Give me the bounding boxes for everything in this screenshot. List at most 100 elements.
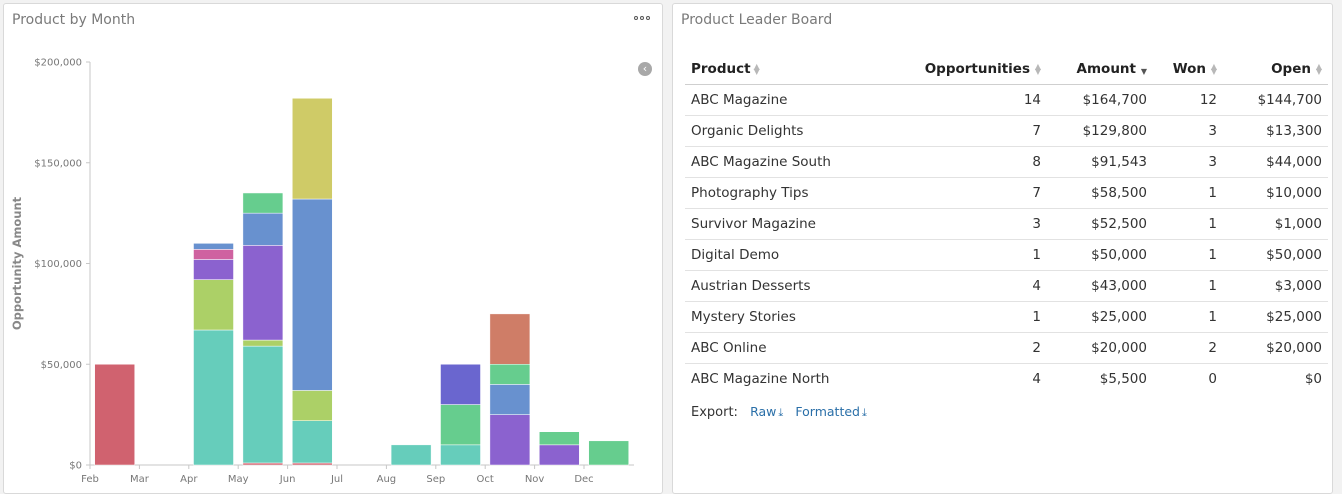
cell-product: ABC Online xyxy=(685,332,905,364)
table-row: Organic Delights 7 $129,800 3 $13,300 xyxy=(685,115,1328,147)
bar-segment xyxy=(193,329,234,466)
product-by-month-panel: Product by Month ‹ $0 $50,000 $100,000 $150… xyxy=(3,3,663,494)
cell-product: Austrian Desserts xyxy=(685,270,905,302)
cell-product: Organic Delights xyxy=(685,115,905,147)
bar-segment xyxy=(390,444,432,466)
sort-icon: ▲ ▼ xyxy=(1315,61,1322,76)
cell-opportunities: 1 xyxy=(905,301,1047,333)
bar-segment xyxy=(193,259,234,280)
cell-open: $13,300 xyxy=(1223,115,1328,147)
table-row: Mystery Stories 1 $25,000 1 $25,000 xyxy=(685,301,1328,333)
cell-won: 1 xyxy=(1153,208,1223,240)
table-row: ABC Online 2 $20,000 2 $20,000 xyxy=(685,332,1328,364)
bar-segment xyxy=(193,249,234,260)
cell-product: ABC Magazine North xyxy=(691,370,830,387)
cell-product: Digital Demo xyxy=(685,239,905,271)
export-raw-link[interactable]: Raw ⤓ xyxy=(750,404,783,419)
bar-segment xyxy=(242,245,284,341)
x-tick-label: Dec xyxy=(574,474,593,485)
bar-segment xyxy=(94,364,135,466)
table-header-row: Product ▲ ▼ Opportunities ▲ ▼ Amount ▲ ▼ Won ▲ ▼… xyxy=(685,54,1328,85)
cell-open: $10,000 xyxy=(1223,177,1328,209)
bar-segment xyxy=(193,243,234,250)
export-raw-label: Raw xyxy=(750,404,777,419)
cell-won: 3 xyxy=(1153,146,1223,178)
cell-product: Mystery Stories xyxy=(685,301,905,333)
bar-segment xyxy=(489,364,531,385)
cell-open: $3,000 xyxy=(1223,270,1328,302)
cell-amount: $25,000 xyxy=(1047,301,1153,333)
x-tick-label: Nov xyxy=(525,474,545,485)
column-header-label: Won xyxy=(1172,60,1206,77)
cell-won: 0 xyxy=(1208,370,1217,387)
cell-opportunities: 8 xyxy=(905,146,1047,178)
leader-board-table: Product ▲ ▼ Opportunities ▲ ▼ Amount ▲ ▼ Won ▲ ▼… xyxy=(685,54,1328,394)
bar-segment xyxy=(440,364,481,405)
column-header-opportunities[interactable]: Opportunities ▲ ▼ xyxy=(905,54,1047,85)
bar-segment xyxy=(193,279,234,331)
bar-segment xyxy=(440,444,481,466)
column-header-product[interactable]: Product ▲ ▼ xyxy=(685,54,905,85)
download-icon: ⤓ xyxy=(778,406,784,419)
column-header-label: Product xyxy=(691,60,751,77)
y-tick-label: $100,000 xyxy=(34,259,82,270)
cell-amount: $91,543 xyxy=(1047,146,1153,178)
x-tick-label: Jul xyxy=(330,474,343,485)
cell-open: $25,000 xyxy=(1223,301,1328,333)
product-by-month-chart: $0 $50,000 $100,000 $150,000 $200,000 Opportu… xyxy=(10,58,634,485)
cell-amount: $52,500 xyxy=(1047,208,1153,240)
export-formatted-label: Formatted xyxy=(795,404,860,419)
bar-segment xyxy=(242,339,284,347)
table-row: Austrian Desserts 4 $43,000 1 $3,000 xyxy=(685,270,1328,302)
cell-amount: $5,500 xyxy=(1099,370,1147,387)
y-tick-label: $0 xyxy=(69,461,82,472)
x-tick-label: Jun xyxy=(279,474,296,485)
download-icon: ⤓ xyxy=(861,406,867,419)
bar-segment xyxy=(588,440,629,466)
table-row: ABC Magazine North 4 $5,500 0 $0 xyxy=(685,363,1328,394)
table-row: ABC Magazine 14 $164,700 12 $144,700 xyxy=(685,84,1328,116)
table-row: Survivor Magazine 3 $52,500 1 $1,000 xyxy=(685,208,1328,240)
column-header-won[interactable]: Won ▲ ▼ xyxy=(1153,54,1223,85)
cell-opportunities: 2 xyxy=(905,332,1047,364)
bar-segment xyxy=(489,313,531,365)
cell-product: Survivor Magazine xyxy=(685,208,905,240)
cell-open: $50,000 xyxy=(1223,239,1328,271)
cell-amount: $20,000 xyxy=(1047,332,1153,364)
x-tick-label: Mar xyxy=(130,474,150,485)
cell-won: 1 xyxy=(1153,301,1223,333)
sort-descending-icon: ▲ ▼ xyxy=(1140,61,1147,76)
cell-won: 1 xyxy=(1153,270,1223,302)
cell-opportunities: 7 xyxy=(905,177,1047,209)
more-options-icon[interactable] xyxy=(634,16,650,20)
column-header-label: Amount xyxy=(1076,60,1136,77)
cell-won: 3 xyxy=(1153,115,1223,147)
sort-icon: ▲ ▼ xyxy=(1034,61,1041,76)
bar-segment xyxy=(489,384,531,415)
column-header-open[interactable]: Open ▲ ▼ xyxy=(1223,54,1328,85)
collapse-left-icon[interactable]: ‹ xyxy=(638,62,652,76)
export-label: Export: xyxy=(691,405,738,420)
x-tick-label: Oct xyxy=(477,474,494,485)
cell-opportunities: 4 xyxy=(1032,370,1041,387)
cell-opportunities: 3 xyxy=(905,208,1047,240)
cell-product: ABC Magazine xyxy=(685,84,905,116)
bar-segment xyxy=(440,404,481,446)
x-tick-label: Aug xyxy=(377,474,397,485)
chart-panel-title: Product by Month xyxy=(12,12,136,28)
table-row: Digital Demo 1 $50,000 1 $50,000 xyxy=(685,239,1328,271)
cell-opportunities: 4 xyxy=(905,270,1047,302)
y-axis-title: Opportunity Amount xyxy=(10,196,24,330)
cell-open: $1,000 xyxy=(1223,208,1328,240)
bar-segment xyxy=(292,420,333,464)
x-tick-label: May xyxy=(228,474,249,485)
x-tick-label: Feb xyxy=(81,474,99,485)
column-header-label: Open xyxy=(1271,60,1311,77)
export-formatted-link[interactable]: Formatted ⤓ xyxy=(795,404,866,419)
cell-product: ABC Magazine South xyxy=(685,146,905,178)
column-header-amount[interactable]: Amount ▲ ▼ xyxy=(1047,54,1153,85)
product-leader-board-panel: Product Leader Board Product ▲ ▼ Opportuni… xyxy=(672,3,1333,494)
bar-segment xyxy=(539,431,580,446)
cell-opportunities: 7 xyxy=(905,115,1047,147)
cell-won: 2 xyxy=(1153,332,1223,364)
